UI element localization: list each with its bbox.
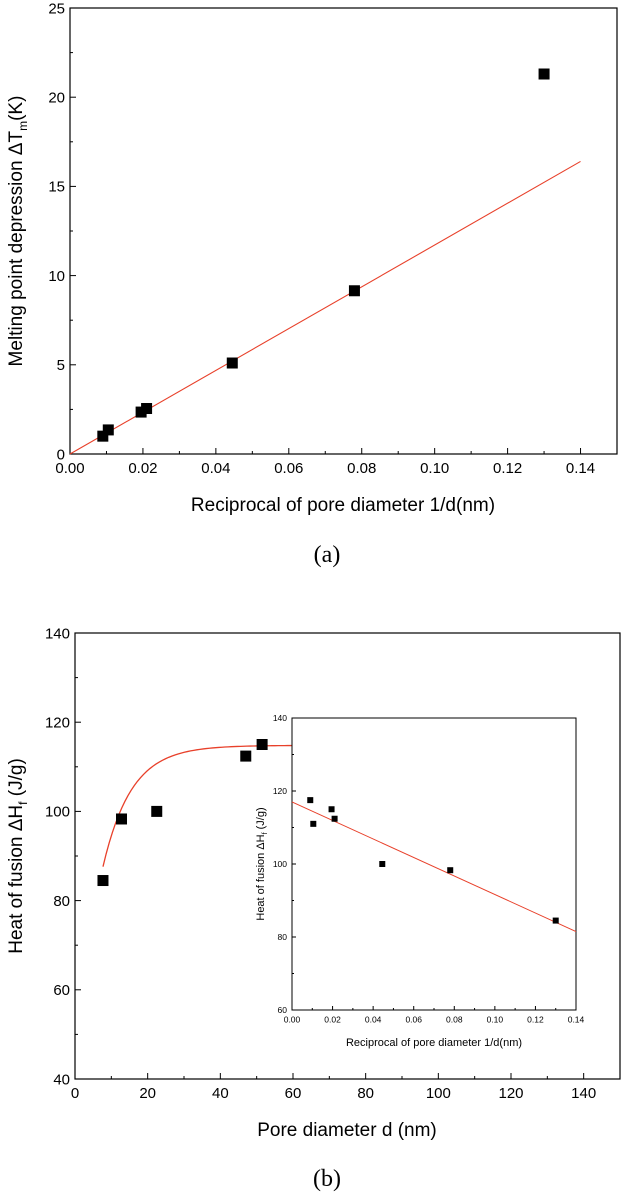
y-axis-label-a-sub: m <box>16 121 30 131</box>
panel-b: 0 20 40 60 80 100 120 140 40 60 80 100 120 140 Pore d… <box>6 625 621 1192</box>
axis-inset-y-tick-label: 140 <box>273 713 287 723</box>
x-axis-label-a: Reciprocal of pore diameter 1/d(nm) <box>191 495 495 516</box>
panel-a-fit-line <box>69 160 581 455</box>
axis-b-x-tick-label: 40 <box>212 1085 229 1102</box>
axis-inset-y-tick-label: 60 <box>278 1005 288 1015</box>
axis-a-y-tick-label: 25 <box>48 0 65 17</box>
axis-a-x-tick-label: 0.14 <box>566 460 595 477</box>
axis-inset-x-tick-label: 0.08 <box>446 1015 463 1025</box>
panel-b-data-point <box>256 739 268 750</box>
inset-background <box>292 718 576 1010</box>
axis-a-y-tick-label: 10 <box>48 268 65 285</box>
axis-b-y-tick-label: 60 <box>53 982 70 999</box>
panel-a-data-point <box>141 403 153 415</box>
axis-inset-x-tick-label: 0.12 <box>527 1015 544 1025</box>
axis-b-x-tick-label: 140 <box>571 1085 596 1102</box>
y-axis-label-inset-tail: (J/g) <box>255 807 267 832</box>
axis-inset-x-tick-label: 0.02 <box>324 1015 341 1025</box>
x-axis-label-inset: Reciprocal of pore diameter 1/d(nm) <box>346 1037 522 1049</box>
axis-inset-x-tick-label: 0.04 <box>365 1015 382 1025</box>
panel-a-data-point <box>97 430 109 442</box>
axes-b: 0 20 40 60 80 100 120 140 40 60 80 100 120 140 <box>45 625 596 1102</box>
inset-data-point <box>447 867 454 874</box>
y-axis-label-inset-main: Heat of fusion ΔH <box>255 834 267 920</box>
axis-a-x-tick-label: 0.00 <box>55 460 84 477</box>
axis-b-y-tick-label: 120 <box>45 714 70 731</box>
axes-a: 0.00 0.02 0.04 0.06 0.08 0.10 0.12 0.14 0 5 10 15 20… <box>48 0 595 477</box>
axis-a-x-tick-label: 0.02 <box>128 460 157 477</box>
axis-b-x-tick-label: 20 <box>139 1085 156 1102</box>
axis-a-y-tick-label: 15 <box>48 179 65 196</box>
axis-inset-x-tick-label: 0.14 <box>568 1015 585 1025</box>
inset-data-point <box>328 806 335 813</box>
y-axis-label-inset-sub: f <box>262 832 269 834</box>
axis-a-x-tick-label: 0.06 <box>274 460 303 477</box>
axis-inset-y-tick-label: 100 <box>273 859 287 869</box>
axis-b-y-tick-label: 140 <box>45 625 70 642</box>
y-axis-label-a-tail: (K) <box>6 96 27 121</box>
panel-b-data-point <box>151 805 163 817</box>
axis-inset-x-tick-label: 0.06 <box>405 1015 422 1025</box>
plot-frame-a <box>69 7 618 455</box>
axis-b-y-tick-label: 80 <box>53 893 70 910</box>
inset-data-point <box>552 917 559 924</box>
axes-inset: 0.00 0.02 0.04 0.06 0.08 0.10 0.12 0.14 60 80 100 1… <box>273 713 585 1025</box>
axis-a-x-tick-label: 0.04 <box>201 460 230 477</box>
panel-a-data-point <box>226 357 238 369</box>
axis-b-x-tick-label: 0 <box>71 1085 79 1102</box>
fit-line-inset <box>291 801 577 932</box>
panel-a-data-point <box>348 285 360 297</box>
axis-a-y-tick-label: 20 <box>48 89 65 106</box>
axis-a-x-tick-label: 0.08 <box>347 460 376 477</box>
inset-fit-line <box>291 801 577 932</box>
inset-data-point <box>310 820 317 827</box>
caption-b: (b) <box>313 1166 341 1192</box>
data-points-inset <box>307 797 559 924</box>
axis-inset-x-tick-label: 0.10 <box>487 1015 504 1025</box>
panel-b-data-point <box>97 875 109 887</box>
axis-b-x-tick-label: 120 <box>498 1085 523 1102</box>
panel-a-data-point <box>102 424 114 436</box>
y-axis-label-b: Heat of fusion ΔHf (J/g) <box>6 758 30 954</box>
panel-a-data-point <box>538 68 550 80</box>
axis-a-y-tick-label: 0 <box>57 446 65 463</box>
panel-b-data-point <box>240 750 252 762</box>
axis-a-x-tick-label: 0.12 <box>493 460 522 477</box>
axis-b-y-tick-label: 40 <box>53 1071 70 1088</box>
axis-b-x-tick-label: 100 <box>426 1085 451 1102</box>
axis-b-x-tick-label: 80 <box>357 1085 374 1102</box>
y-axis-label-a-main: Melting point depression ΔT <box>6 131 27 367</box>
y-axis-label-a: Melting point depression ΔTm(K) <box>6 96 30 367</box>
data-points-a <box>97 68 550 442</box>
axis-a-y-tick-label: 5 <box>57 357 65 374</box>
y-axis-label-b-sub: f <box>16 801 30 805</box>
inset-data-point <box>379 861 386 867</box>
axis-inset-x-tick-label: 0.00 <box>284 1015 301 1025</box>
panel-b-data-point <box>116 813 128 825</box>
y-axis-label-b-tail: (J/g) <box>6 758 27 801</box>
y-axis-label-b-main: Heat of fusion ΔH <box>6 805 27 954</box>
panel-a: 0.00 0.02 0.04 0.06 0.08 0.10 0.12 0.14 0 5 10 15 20… <box>6 0 618 568</box>
caption-a: (a) <box>314 542 341 568</box>
y-axis-label-inset: Heat of fusion ΔHf (J/g) <box>255 807 269 920</box>
axis-a-x-tick-label: 0.10 <box>420 460 449 477</box>
axis-inset-y-tick-label: 80 <box>278 932 288 942</box>
inset-data-point <box>307 797 314 804</box>
inset-chart: 0.00 0.02 0.04 0.06 0.08 0.10 0.12 0.14 60 80 100 1… <box>255 713 585 1049</box>
fit-line-a <box>69 160 581 455</box>
inset-data-point <box>331 815 338 822</box>
axis-b-x-tick-label: 60 <box>285 1085 302 1102</box>
x-axis-label-b: Pore diameter d (nm) <box>257 1120 437 1141</box>
axis-b-y-tick-label: 100 <box>45 804 70 821</box>
axis-inset-y-tick-label: 120 <box>273 786 287 796</box>
